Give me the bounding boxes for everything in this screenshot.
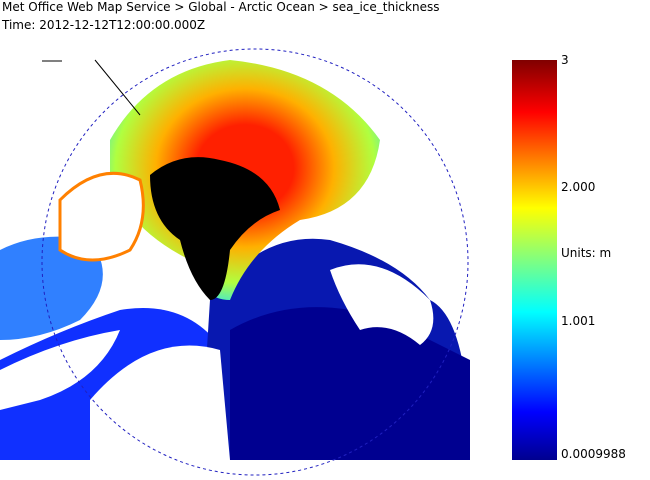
- meridian: [94, 59, 141, 116]
- colorbar-label: 2.000: [561, 180, 596, 194]
- colorbar-units: Units: m: [561, 246, 612, 260]
- land: [0, 330, 120, 410]
- colorbar-label: 1.001: [561, 314, 596, 328]
- map-area: [0, 48, 470, 476]
- time-label: Time: 2012-12-12T12:00:00.000Z: [2, 18, 206, 32]
- colorbar-label: 0.0009988: [561, 447, 626, 461]
- ocean: [230, 307, 470, 460]
- land: [330, 264, 434, 345]
- graticule: [41, 48, 469, 476]
- land: [58, 171, 145, 262]
- sea-ice: [0, 236, 103, 340]
- land: [150, 157, 280, 300]
- colorbar-label: 3: [561, 53, 569, 67]
- colorbar: [512, 60, 557, 460]
- breadcrumb: Met Office Web Map Service > Global - Ar…: [2, 0, 440, 14]
- land: [90, 345, 230, 460]
